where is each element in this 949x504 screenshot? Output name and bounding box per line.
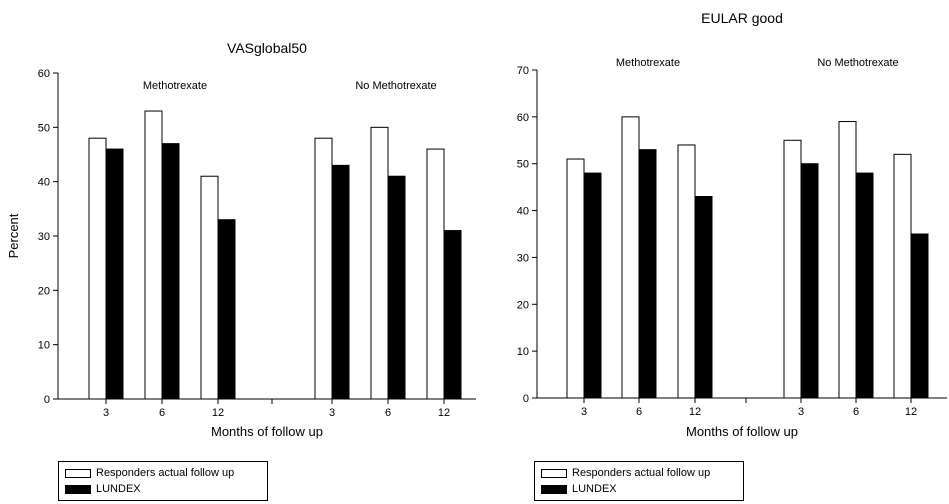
y-tick-label: 50 [38,122,50,134]
chart-title: VASglobal50 [227,40,307,56]
bar-lundex [638,149,657,399]
x-tick-label: 6 [853,406,859,418]
x-tick-label: 3 [581,406,587,418]
x-tick-label: 6 [159,407,165,419]
x-tick-label: 12 [689,406,701,418]
bar-actual [677,144,696,399]
y-tick-label: 10 [38,340,50,352]
legend-label-lundex: LUNDEX [572,483,617,495]
legend-swatch-actual [541,468,567,478]
bar-lundex [583,172,602,399]
chart-title: EULAR good [701,10,783,26]
x-tick-label: 3 [103,407,109,419]
x-tick-label: 6 [385,407,391,419]
y-tick-label: 40 [517,206,529,218]
bar-lundex [855,172,874,399]
group-label: Methotrexate [616,57,680,69]
bar-lundex [800,163,819,399]
x-tick-label: 12 [905,406,917,418]
bar-actual [88,137,107,400]
x-tick-label: 6 [636,406,642,418]
y-tick-label: 60 [38,68,50,80]
y-tick-label: 40 [38,177,50,189]
bar-actual [370,126,389,400]
x-axis-label: Months of follow up [211,424,323,439]
bar-actual [144,110,163,400]
legend-swatch-lundex [65,484,91,494]
x-tick-label: 12 [438,407,450,419]
group-label: No Methotrexate [817,57,898,69]
bar-actual [200,175,219,400]
group-label: No Methotrexate [355,80,436,92]
x-tick-label: 3 [329,407,335,419]
bar-lundex [161,143,180,400]
y-tick-label: 30 [38,231,50,243]
bar-lundex [443,230,462,400]
legend-left: Responders actual follow up LUNDEX [58,461,268,501]
legend-item-actual: Responders actual follow up [541,466,710,480]
bar-actual [426,148,445,400]
legend-swatch-actual [65,468,91,478]
bar-actual [314,137,333,400]
bar-lundex [105,148,124,400]
legend-item-lundex: LUNDEX [541,482,617,496]
legend-right: Responders actual follow up LUNDEX [534,461,744,501]
y-tick-label: 50 [517,159,529,171]
bar-lundex [331,164,350,400]
y-tick-label: 30 [517,252,529,264]
chart-eular-good: EULAR good Methotrexate No Methotrexate 0 10… [517,10,947,439]
x-tick-label: 3 [798,406,804,418]
y-axis-label: Percent [6,213,21,258]
chart-vasglobal50: VASglobal50 Methotrexate No Methotrexate 0 1… [6,40,476,439]
bar-lundex [217,219,236,400]
y-tick-label: 20 [517,299,529,311]
legend-label-actual: Responders actual follow up [572,467,711,479]
legend-item-actual: Responders actual follow up [65,466,234,480]
bar-actual [783,139,802,399]
legend-swatch-lundex [541,484,567,494]
y-tick-label: 60 [517,112,529,124]
y-tick-label: 70 [517,65,529,77]
legend-item-lundex: LUNDEX [65,482,141,496]
legend-label-actual: Responders actual follow up [96,467,235,479]
y-tick-label: 0 [44,394,50,406]
group-label: Methotrexate [143,80,207,92]
y-tick-label: 10 [517,346,529,358]
bar-lundex [910,233,929,399]
y-tick-label: 0 [523,393,529,405]
bar-lundex [694,196,713,399]
bar-actual [621,116,640,399]
bar-actual [893,153,912,399]
x-axis-label: Months of follow up [686,424,798,439]
bar-actual [566,158,585,399]
y-tick-label: 20 [38,285,50,297]
legend-label-lundex: LUNDEX [96,483,141,495]
x-tick-label: 12 [212,407,224,419]
bar-lundex [387,175,406,400]
bar-actual [838,121,857,399]
